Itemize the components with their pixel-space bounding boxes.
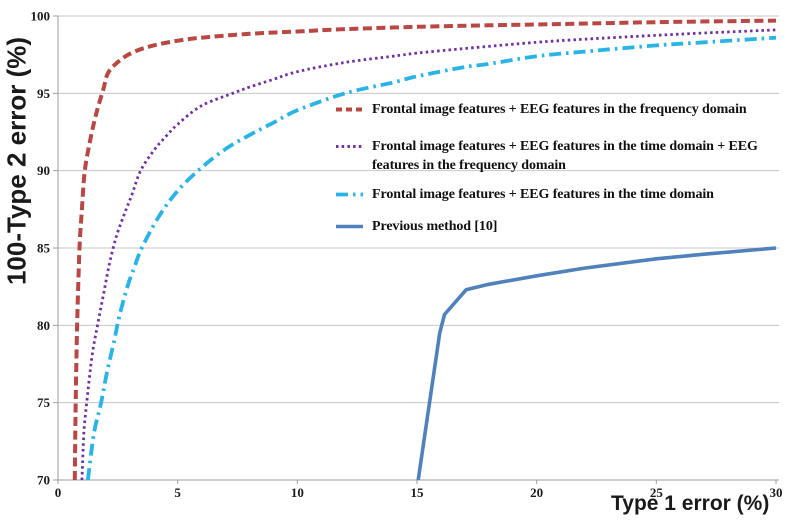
x-tick-label: 15: [411, 485, 425, 500]
legend-sample-dashdot-icon: [336, 185, 363, 204]
legend-item-2: Frontal image features + EEG features in…: [336, 185, 758, 204]
series-line-dotted-1: [80, 28, 777, 481]
legend-item-0: Frontal image features + EEG features in…: [336, 100, 758, 119]
legend-label-line: Frontal image features + EEG features in…: [372, 102, 747, 117]
legend-label-line: Frontal image features + EEG features in…: [372, 187, 714, 202]
legend-label: Frontal image features + EEG features in…: [372, 100, 747, 119]
series-lines: [72, 18, 777, 481]
y-tick-label: 70: [37, 473, 50, 488]
y-tick-label: 80: [37, 318, 50, 333]
y-tick-label: 75: [37, 395, 51, 410]
legend-item-3: Previous method [10]: [336, 217, 758, 236]
y-tick-label: 90: [37, 163, 50, 178]
legend-label: Previous method [10]: [372, 217, 497, 236]
legend-label-line: Frontal image features + EEG features in…: [372, 139, 758, 154]
legend-item-1: Frontal image features + EEG features in…: [336, 137, 758, 175]
y-tick-label: 100: [31, 9, 51, 24]
legend-label-line: features in the frequency domain: [372, 158, 566, 173]
x-axis-title: Type 1 error (%): [611, 492, 770, 515]
series-line-dashed-0: [72, 18, 777, 481]
legend-label: Frontal image features + EEG features in…: [372, 185, 714, 204]
x-tick-label: 30: [770, 485, 783, 500]
legend-sample-dashed-icon: [336, 100, 363, 119]
y-tick-label: 95: [37, 86, 51, 101]
legend-sample-solid-icon: [336, 217, 363, 236]
axis-ticks: 0 5 10 15 20 25 30 70 75 80 85 90 95 100: [31, 9, 783, 501]
x-tick-label: 5: [174, 485, 181, 500]
x-tick-label: 25: [650, 485, 664, 500]
legend-label: Frontal image features + EEG features in…: [372, 137, 758, 175]
x-tick-label: 20: [530, 485, 543, 500]
legend-sample-dotted-icon: [336, 137, 363, 156]
legend: Frontal image features + EEG features in…: [336, 100, 758, 236]
legend-label-line: Previous method [10]: [372, 219, 498, 234]
gridlines: [57, 15, 779, 481]
series-line-dashdot-2: [86, 35, 777, 481]
series-line-solid-3: [416, 246, 777, 481]
y-axis-title: 100-Type 2 error (%): [1, 36, 32, 286]
x-tick-label: 10: [291, 485, 304, 500]
y-tick-label: 85: [37, 241, 51, 256]
x-tick-label: 0: [55, 485, 62, 500]
